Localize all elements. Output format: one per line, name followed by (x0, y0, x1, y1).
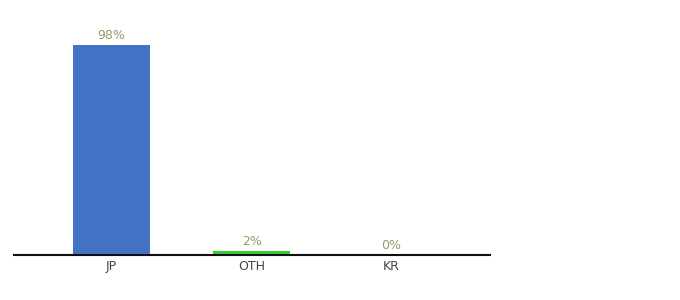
Text: 2%: 2% (241, 235, 262, 248)
Text: 98%: 98% (98, 29, 126, 42)
Bar (73, 45, 150, 255)
Bar (213, 251, 290, 255)
Text: 0%: 0% (381, 239, 402, 252)
